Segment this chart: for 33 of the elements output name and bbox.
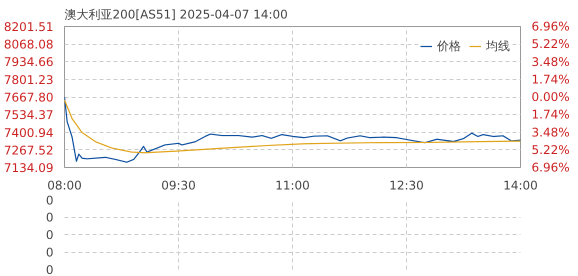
x-tick-label: 09:30 <box>161 178 196 192</box>
y2-tick-label: 1.74% <box>532 72 570 86</box>
text: 0 <box>46 246 54 260</box>
y2-tick-label: 1.74% <box>532 108 570 122</box>
y-tick-label: 7134.09 <box>4 161 54 175</box>
y-tick-label: 7667.80 <box>4 90 54 104</box>
y2-tick-label: 6.96% <box>532 160 570 174</box>
y2-tick-label: 3.48% <box>532 125 570 140</box>
text: 0 <box>46 210 54 224</box>
y-tick-label: 8201.51 <box>4 20 54 34</box>
text: 0 <box>46 194 54 208</box>
y-tick-label: 8068.08 <box>4 38 54 52</box>
x-tick-label: 08:00 <box>47 178 82 192</box>
y-tick-label: 7534.37 <box>4 108 54 122</box>
text: 0 <box>46 228 54 242</box>
line-series <box>64 96 520 163</box>
x-tick-label: 11:00 <box>275 178 310 192</box>
legend-label: 均线 <box>486 38 510 54</box>
text: 0 <box>46 263 54 276</box>
y-tick-label: 7934.66 <box>4 55 54 70</box>
y2-tick-label: 6.96% <box>532 20 570 34</box>
y-tick-label: 7801.23 <box>4 72 54 87</box>
y2-tick-label: 5.22% <box>532 37 570 52</box>
y2-tick-label: 3.48% <box>532 54 570 69</box>
x-tick-label: 14:00 <box>503 178 538 192</box>
y2-tick-label: 0.00% <box>532 90 570 104</box>
line-series <box>64 99 520 154</box>
y-tick-label: 7267.52 <box>4 143 54 158</box>
y-tick-label: 7400.94 <box>4 126 54 140</box>
y2-tick-label: 5.22% <box>532 142 570 157</box>
chart-title: 澳大利亚200[AS51] 2025-04-07 14:00 <box>64 8 288 22</box>
legend-label: 价格 <box>437 38 461 54</box>
x-tick-label: 12:30 <box>389 178 424 192</box>
